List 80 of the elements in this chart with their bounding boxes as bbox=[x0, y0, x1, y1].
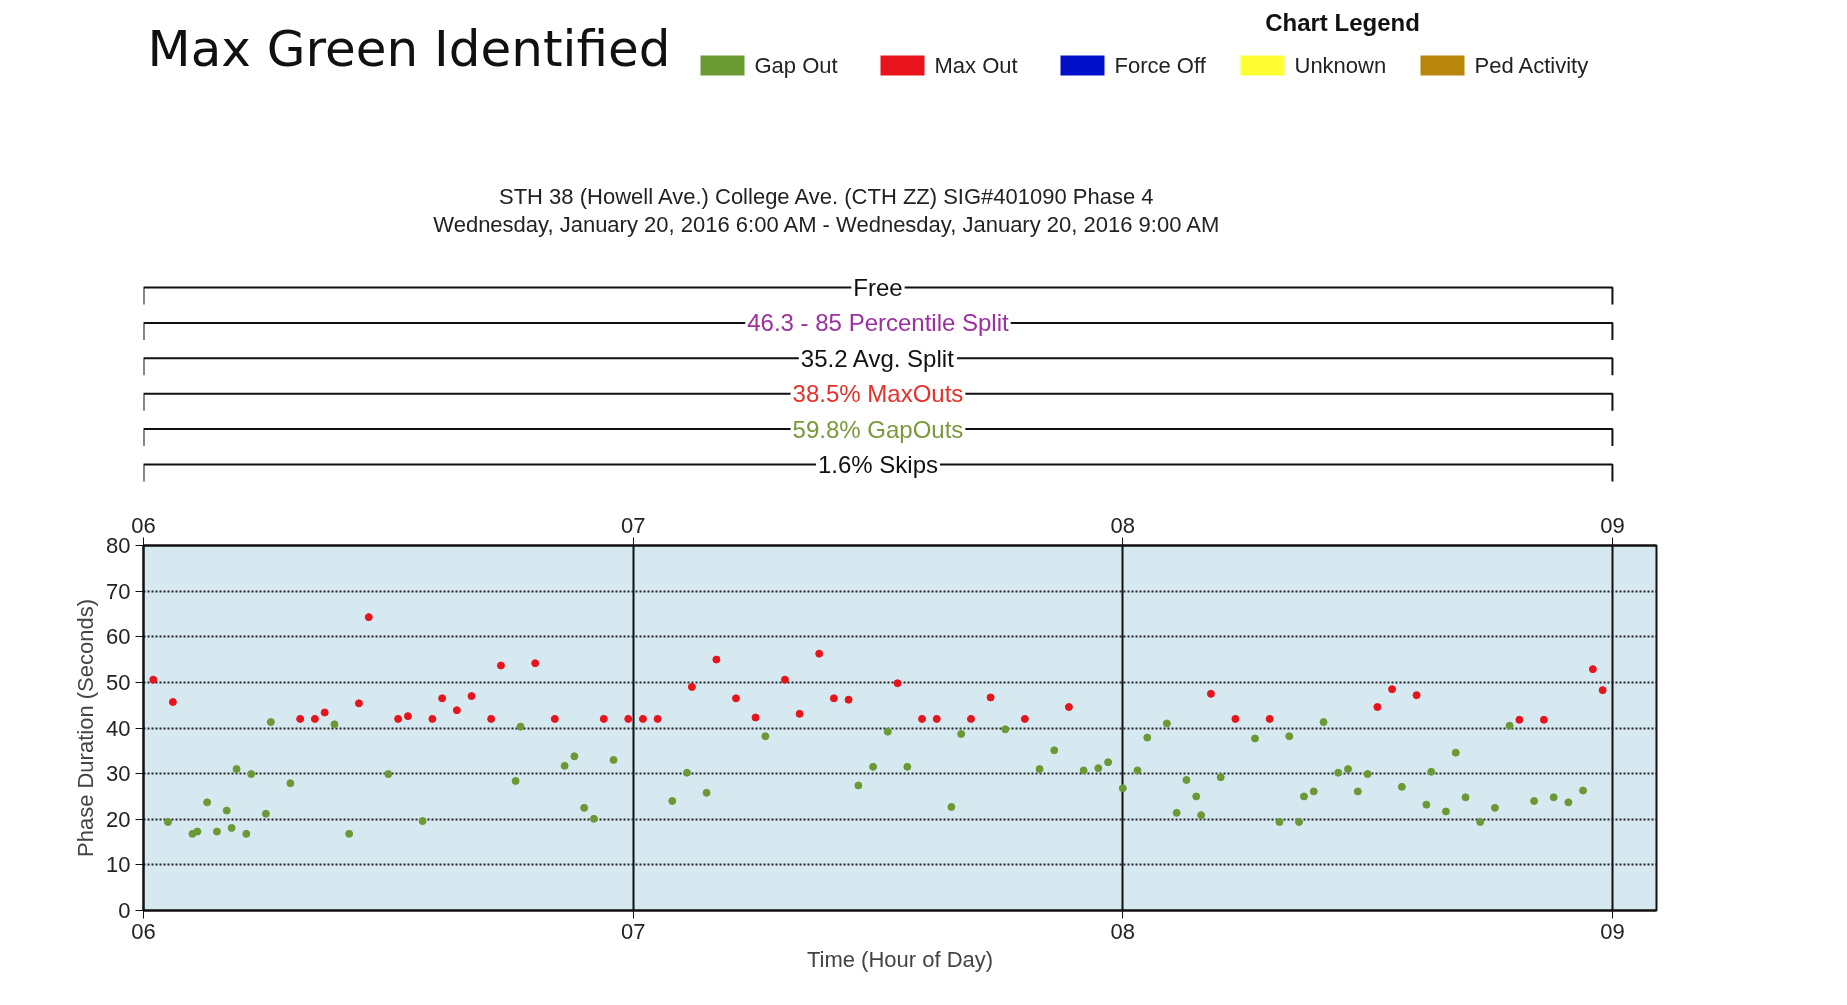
point bbox=[1388, 685, 1397, 694]
point bbox=[394, 714, 403, 723]
x-tick-label: 09 bbox=[1600, 918, 1625, 944]
point bbox=[1064, 703, 1073, 712]
point bbox=[624, 714, 633, 723]
point bbox=[687, 682, 696, 691]
point bbox=[354, 699, 363, 708]
point bbox=[653, 714, 662, 723]
x-tick-label: 06 bbox=[131, 918, 156, 944]
point bbox=[550, 714, 559, 723]
point bbox=[893, 679, 902, 688]
x-axis-title: Time (Hour of Day) bbox=[806, 946, 994, 972]
y-tick-label: 10 bbox=[106, 852, 131, 878]
point bbox=[918, 714, 927, 723]
x-tick-label: 07 bbox=[620, 918, 646, 944]
y-tick-label: 50 bbox=[106, 669, 131, 695]
point bbox=[1020, 714, 1029, 723]
point bbox=[149, 675, 158, 684]
y-tick-label: 80 bbox=[106, 533, 131, 558]
point bbox=[844, 695, 853, 704]
point bbox=[795, 709, 804, 718]
point bbox=[428, 714, 437, 723]
y-axis-title: Phase Duration (Seconds) bbox=[73, 598, 99, 858]
legend-label: Unknown bbox=[1294, 53, 1387, 78]
point bbox=[403, 712, 412, 721]
point bbox=[1373, 703, 1382, 712]
point bbox=[829, 694, 838, 703]
point bbox=[815, 649, 824, 658]
legend-label: Gap Out bbox=[754, 53, 838, 78]
point bbox=[599, 714, 608, 723]
legend-title: Chart Legend bbox=[1265, 9, 1420, 36]
y-tick-label: 0 bbox=[118, 898, 131, 923]
point bbox=[780, 675, 789, 684]
point bbox=[452, 706, 461, 715]
text: 46.3 - 85 Percentile Split bbox=[747, 309, 1010, 337]
y-tick-label: 70 bbox=[106, 578, 131, 604]
point bbox=[467, 692, 476, 701]
x2-tick-label: 06 bbox=[131, 512, 156, 538]
point bbox=[986, 693, 995, 702]
x2-tick-label: 08 bbox=[1110, 512, 1136, 538]
point bbox=[496, 661, 505, 670]
y-tick-label: 20 bbox=[106, 806, 131, 832]
point bbox=[1206, 689, 1215, 698]
point bbox=[638, 714, 647, 723]
point bbox=[364, 613, 373, 622]
y-tick-label: 30 bbox=[106, 761, 131, 787]
chart-subtitle: STH 38 (Howell Ave.) College Ave. (CTH ZZ) SIG#401090 Phase 4 Wednesday, January 20, 2016 6:00 AM - Wednesday, January 20, 2016 9:00 AM bbox=[433, 184, 1220, 237]
point bbox=[1265, 714, 1274, 723]
point bbox=[310, 714, 319, 723]
text: 38.5% MaxOuts bbox=[792, 380, 964, 408]
x2-tick-label: 09 bbox=[1600, 512, 1625, 538]
text: Free bbox=[853, 274, 903, 301]
point bbox=[1588, 665, 1597, 674]
y-tick-label: 60 bbox=[106, 624, 131, 650]
legend-label: Ped Activity bbox=[1474, 53, 1589, 78]
point bbox=[967, 714, 975, 723]
point bbox=[320, 708, 329, 717]
point bbox=[1515, 715, 1524, 724]
point bbox=[1231, 714, 1240, 723]
point bbox=[531, 659, 540, 668]
point bbox=[1412, 691, 1421, 700]
point bbox=[1539, 715, 1548, 724]
chart-title: Max Green Identified bbox=[147, 19, 671, 78]
point bbox=[296, 714, 305, 723]
point bbox=[712, 655, 721, 664]
point bbox=[168, 698, 177, 706]
y-tick-label: 40 bbox=[106, 715, 131, 741]
legend-label: Max Out bbox=[934, 53, 1018, 78]
point bbox=[731, 694, 740, 703]
text: 1.6% Skips bbox=[817, 451, 938, 478]
point bbox=[932, 714, 941, 723]
point bbox=[751, 713, 760, 722]
x2-tick-label: 07 bbox=[620, 512, 646, 538]
x-tick-label: 08 bbox=[1110, 918, 1136, 944]
legend-label: Force Off bbox=[1114, 53, 1207, 78]
text: 59.8% GapOuts bbox=[792, 415, 964, 443]
point bbox=[438, 694, 447, 703]
point bbox=[487, 714, 496, 723]
point bbox=[1598, 686, 1607, 695]
text: 35.2 Avg. Split bbox=[800, 344, 955, 372]
